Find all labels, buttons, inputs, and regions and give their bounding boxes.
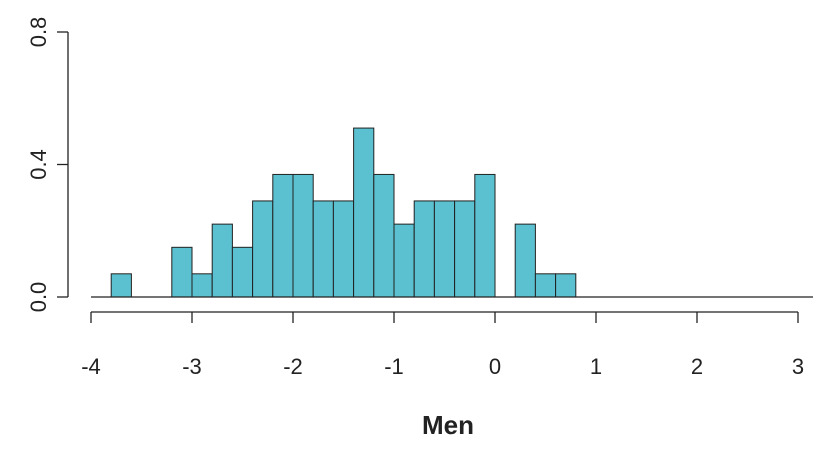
bar bbox=[110, 273, 132, 298]
bar bbox=[353, 127, 375, 298]
bar bbox=[433, 200, 456, 298]
bar bbox=[555, 273, 577, 298]
bar bbox=[211, 223, 233, 298]
bar bbox=[454, 200, 476, 298]
bar bbox=[514, 223, 536, 298]
bar bbox=[534, 273, 557, 298]
x-tick-label: -1 bbox=[384, 354, 404, 379]
bar bbox=[373, 173, 395, 298]
bar bbox=[231, 246, 254, 298]
bar bbox=[474, 173, 496, 298]
bar bbox=[272, 173, 294, 298]
bar bbox=[393, 223, 415, 298]
bar bbox=[252, 200, 274, 298]
bar bbox=[191, 273, 213, 298]
x-tick-label: 1 bbox=[590, 354, 602, 379]
bar bbox=[171, 246, 193, 298]
y-tick-label: 0.8 bbox=[26, 17, 51, 48]
x-axis-label: Men bbox=[422, 410, 474, 440]
x-tick-label: -2 bbox=[283, 354, 303, 379]
x-tick-label: 0 bbox=[489, 354, 501, 379]
bar bbox=[292, 173, 314, 298]
x-tick-label: -3 bbox=[182, 354, 202, 379]
bar bbox=[413, 200, 435, 298]
bar bbox=[332, 200, 355, 298]
x-tick-label: 3 bbox=[792, 354, 804, 379]
bar bbox=[312, 200, 334, 298]
y-tick-label: 0.4 bbox=[26, 149, 51, 180]
x-tick-label: -4 bbox=[81, 354, 101, 379]
x-tick-label: 2 bbox=[691, 354, 703, 379]
y-tick-label: 0.0 bbox=[26, 282, 51, 313]
